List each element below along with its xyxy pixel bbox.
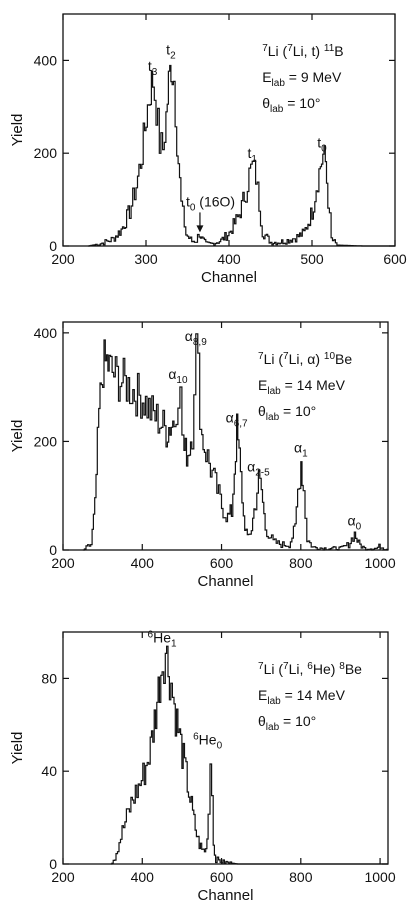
y-tick-label: 0 (49, 238, 57, 254)
peak-label: 6He1 (148, 630, 177, 650)
reaction-label: 7Li (7Li, α) 10Be (258, 351, 352, 367)
peak-label: α0 (347, 513, 361, 533)
x-tick-label: 600 (210, 869, 234, 885)
reaction-label: 7Li (7Li, t) 11B (262, 43, 343, 59)
y-tick-label: 400 (34, 325, 58, 341)
peak-label: t0 (16O) (186, 193, 235, 213)
peak-label: t0 (317, 135, 327, 155)
spectrum-line (82, 333, 389, 551)
peak-label: t3 (148, 58, 158, 78)
x-tick-label: 200 (51, 555, 75, 571)
x-axis-label: Channel (201, 269, 257, 286)
peak-label: α8,9 (185, 328, 207, 348)
x-tick-label: 400 (131, 869, 155, 885)
angle-label: θlab = 10° (262, 95, 320, 115)
x-tick-label: 400 (131, 555, 155, 571)
y-axis-label: Yield (9, 732, 26, 765)
chart-panel-2: 200 400 600 800 10000200400ChannelYieldα10α8… (9, 321, 396, 590)
x-tick-label: 200 (51, 251, 75, 267)
angle-label: θlab = 10° (258, 713, 316, 733)
plot-frame (62, 631, 389, 865)
peak-arrow-head (196, 225, 204, 233)
y-tick-label: 400 (34, 52, 58, 68)
x-tick-label: 400 (217, 251, 241, 267)
y-tick-label: 0 (49, 856, 57, 872)
x-tick-label: 600 (383, 251, 407, 267)
x-tick-label: 200 (51, 869, 75, 885)
y-axis-label: Yield (9, 114, 26, 147)
energy-label: Elab = 9 MeV (262, 69, 342, 89)
peak-label: 6He0 (193, 732, 222, 752)
peak-label: t2 (166, 42, 176, 62)
x-tick-label: 800 (289, 555, 313, 571)
x-tick-label: 500 (300, 251, 324, 267)
peak-label: α6,7 (226, 410, 248, 430)
angle-label: θlab = 10° (258, 403, 316, 423)
x-axis-label: Channel (198, 887, 254, 904)
y-axis-label: Yield (9, 420, 26, 453)
x-tick-label: 1000 (364, 869, 395, 885)
peak-label: α10 (168, 366, 188, 386)
x-tick-label: 1000 (364, 555, 395, 571)
energy-label: Elab = 14 MeV (258, 687, 346, 707)
peak-label: α1 (294, 439, 308, 459)
y-tick-label: 200 (34, 433, 58, 449)
y-tick-label: 0 (49, 542, 57, 558)
x-tick-label: 600 (210, 555, 234, 571)
peak-label: t1 (248, 145, 258, 165)
chart-panel-3: 200 400 600 800 1000 0 40 80 Channel Yield 6He1 6He… (9, 630, 396, 904)
plot-frame (62, 13, 396, 247)
plot-frame (62, 321, 389, 551)
x-tick-label: 300 (134, 251, 158, 267)
y-tick-label: 80 (41, 670, 57, 686)
x-axis-label: Channel (198, 573, 254, 590)
chart-panel-1: 200 300 400 500 6000200400ChannelYieldt3t2t0… (9, 13, 407, 286)
spectrum-line (110, 645, 388, 865)
x-tick-label: 800 (289, 869, 313, 885)
energy-label: Elab = 14 MeV (258, 377, 346, 397)
y-tick-label: 200 (34, 145, 58, 161)
y-tick-label: 40 (41, 763, 57, 779)
spectrum-line (87, 64, 395, 247)
reaction-label: 7Li (7Li, 6He) 8Be (258, 661, 362, 677)
peak-label: α2-5 (247, 458, 270, 478)
